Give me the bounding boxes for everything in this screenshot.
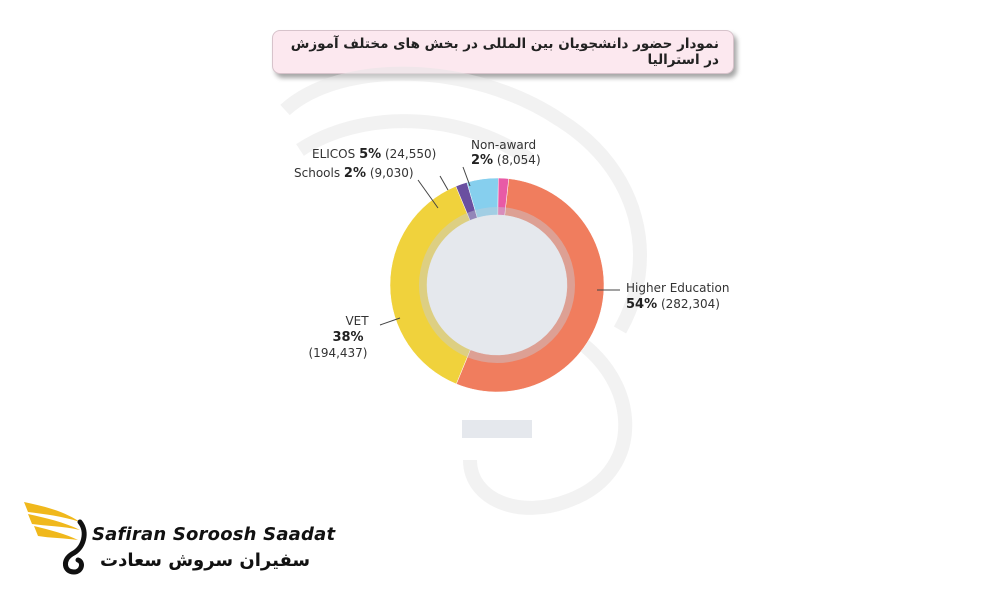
company-logo: Safiran Soroosh Saadat سفیران سروش سعادت <box>22 496 335 586</box>
label-non-award-value: 2% (8,054) <box>471 153 541 168</box>
label-vet-name: VET <box>345 314 369 328</box>
logo-text-persian: سفیران سروش سعادت <box>100 550 311 571</box>
label-higher-education-value: 54% (282,304) <box>626 297 720 312</box>
leader-schools <box>417 179 439 209</box>
slice-non-award <box>497 177 510 216</box>
leader-elicos <box>439 175 449 191</box>
watermark-graphic <box>280 66 647 515</box>
leader-vet <box>379 317 401 326</box>
leader-lines <box>379 166 620 326</box>
label-vet-count: (194,437) <box>309 346 368 360</box>
swan-logo-icon <box>24 502 87 575</box>
label-elicos: ELICOS 5% (24,550) <box>312 147 436 162</box>
label-non-award-name: Non-award <box>471 138 536 152</box>
label-vet-percent: 38% <box>332 330 363 345</box>
slice-higher-education <box>455 178 605 393</box>
leader-non-award <box>462 166 471 187</box>
logo-text-english: Safiran Soroosh Saadat <box>92 524 336 545</box>
chart-title: نمودار حضور دانشجویان بین المللی در بخش … <box>272 30 734 74</box>
label-schools: Schools 2% (9,030) <box>294 166 414 181</box>
globe-watermark <box>419 207 575 438</box>
label-higher-education-name: Higher Education <box>626 281 729 295</box>
